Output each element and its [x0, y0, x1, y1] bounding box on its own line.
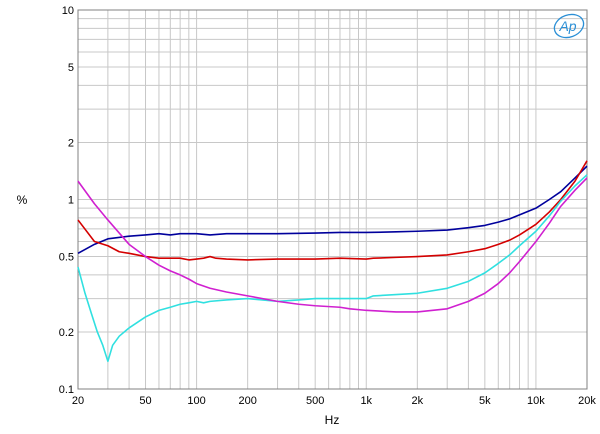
plot-border [77, 9, 588, 390]
x-tick-labels: 20 50 100 200 500 1k 2k 5k 10k 20k [72, 395, 596, 407]
x-tick-label: 50 [139, 395, 151, 407]
x-tick-label: 2k [412, 395, 424, 407]
x-tick-label: 200 [238, 395, 256, 407]
x-tick-label: 20 [72, 395, 84, 407]
y-tick-labels: 0.1 0.2 0.5 1 2 5 10 [59, 5, 74, 396]
x-tick-label: 20k [578, 395, 596, 407]
x-tick-label: 500 [306, 395, 324, 407]
y-axis-label: % [17, 193, 28, 207]
series-line-3 [77, 174, 588, 363]
series-line-1 [77, 165, 588, 255]
y-tick-label: 2 [68, 137, 74, 149]
y-tick-label: 0.5 [59, 252, 74, 264]
x-tick-label: 10k [527, 395, 545, 407]
x-tick-label: 1k [360, 395, 372, 407]
y-tick-label: 1 [68, 195, 74, 207]
grid [77, 10, 588, 389]
y-tick-label: 0.2 [59, 327, 74, 339]
series-line-2 [77, 160, 588, 261]
y-tick-label: 0.1 [59, 384, 74, 396]
y-tick-label: 5 [68, 62, 74, 74]
x-tick-label: 100 [187, 395, 205, 407]
x-tick-label: 5k [479, 395, 491, 407]
ap-logo-ring [553, 13, 585, 39]
ap-logo: Ap [553, 13, 585, 39]
y-tick-label: 10 [62, 5, 74, 17]
x-axis-label: Hz [325, 413, 340, 427]
series-layer [77, 160, 588, 363]
series-line-4 [77, 177, 588, 313]
ap-logo-text: Ap [558, 18, 576, 34]
